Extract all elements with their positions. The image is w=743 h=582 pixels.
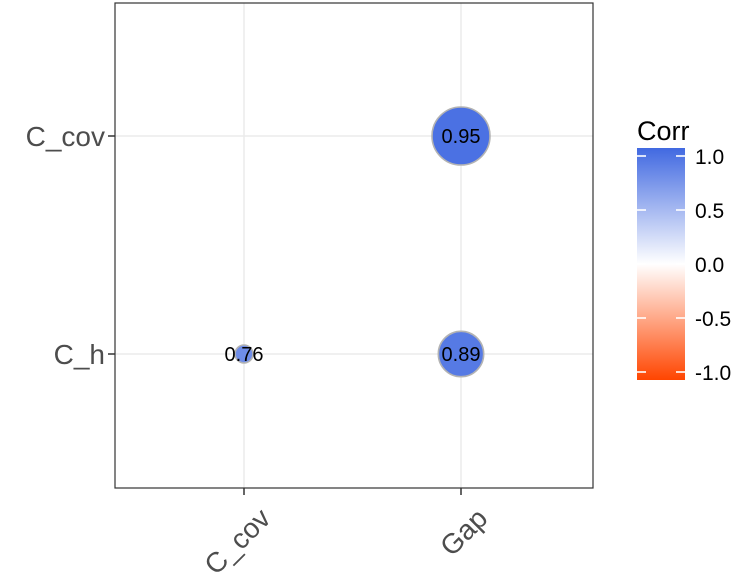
legend-title: Corr [637, 116, 690, 146]
legend-label-1: 1.0 [695, 146, 724, 169]
corr-point-3 [431, 106, 491, 166]
legend-label-2: 0.5 [695, 200, 724, 223]
data-points: 0.76 0.89 0.95 [225, 106, 491, 378]
y-tick-label-1: C_h [54, 339, 105, 370]
y-tick-label-2: C_cov [26, 121, 105, 152]
corr-point-2 [437, 330, 485, 378]
panel-border [114, 2, 594, 489]
legend-label-4: -0.5 [695, 308, 731, 331]
grid-lines [115, 3, 593, 488]
corr-label-2: 0.89 [442, 344, 481, 366]
corr-point-1 [234, 344, 254, 364]
legend-label-3: 0.0 [695, 254, 724, 277]
corr-label-3: 0.95 [442, 126, 481, 148]
x-tick-label-1: C_cov [198, 502, 276, 580]
panel-background [115, 3, 593, 488]
x-tick-label-2: Gap [434, 502, 493, 561]
corr-label-1: 0.76 [225, 344, 264, 366]
legend-label-5: -1.0 [695, 362, 731, 385]
